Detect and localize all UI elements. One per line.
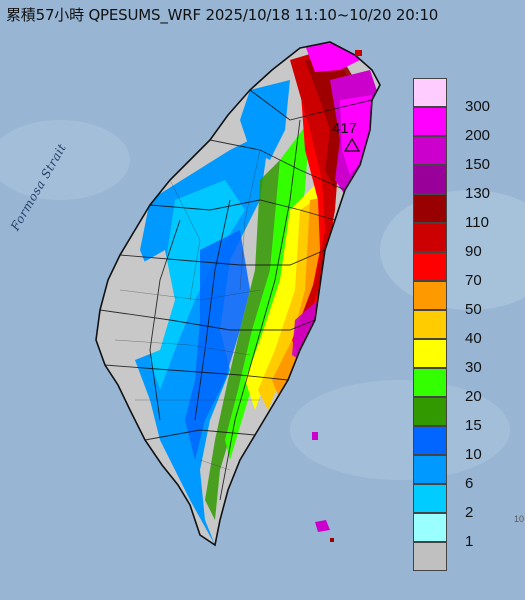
legend-swatch xyxy=(413,368,447,397)
county-line xyxy=(99,309,316,331)
legend-label: 50 xyxy=(465,301,482,318)
township-line xyxy=(119,289,261,301)
legend-swatch xyxy=(413,136,447,165)
legend-swatch xyxy=(413,223,447,252)
max-rainfall-marker-icon xyxy=(343,137,361,152)
cloud-patch xyxy=(290,380,510,480)
cloud-patch xyxy=(0,120,130,200)
legend-swatch xyxy=(413,281,447,310)
legend-label: 6 xyxy=(465,475,474,492)
county-line xyxy=(149,219,181,421)
orchid-island xyxy=(315,520,330,532)
county-line xyxy=(149,199,336,221)
legend-label: 130 xyxy=(465,185,491,202)
legend-label: 40 xyxy=(465,330,482,347)
rain-zone-10 xyxy=(185,230,250,460)
legend-label: 200 xyxy=(465,127,491,144)
township-boundaries xyxy=(114,149,261,471)
offshore-islet xyxy=(355,50,362,56)
legend-label: 10 xyxy=(465,446,482,463)
county-line xyxy=(119,249,326,266)
township-line xyxy=(199,459,231,471)
township-line xyxy=(169,179,201,301)
legend-swatch xyxy=(413,542,447,571)
township-line xyxy=(239,149,261,291)
legend-swatch xyxy=(413,397,447,426)
island-outline xyxy=(95,41,381,547)
rain-zone-6-north xyxy=(240,80,290,160)
land-dry-west xyxy=(110,250,175,360)
county-line xyxy=(194,199,231,421)
green-island xyxy=(312,432,318,440)
legend-swatch xyxy=(413,107,447,136)
county-line xyxy=(249,89,373,121)
legend-swatch xyxy=(413,513,447,542)
rain-zone-50 xyxy=(272,195,335,395)
county-line xyxy=(104,364,289,381)
county-boundaries xyxy=(99,89,373,501)
legend-swatch xyxy=(413,194,447,223)
legend-swatch xyxy=(413,310,447,339)
legend-swatch xyxy=(413,339,447,368)
legend-swatch xyxy=(413,78,447,107)
legend-label: 90 xyxy=(465,243,482,260)
edge-label: 10 xyxy=(514,514,525,524)
legend-label: 1 xyxy=(465,533,474,550)
legend-label: 150 xyxy=(465,156,491,173)
county-line xyxy=(144,429,256,441)
township-line xyxy=(114,339,251,356)
legend-label: 15 xyxy=(465,417,482,434)
legend-swatch xyxy=(413,455,447,484)
legend-label: 110 xyxy=(465,214,489,231)
map-title: 累積57小時 QPESUMS_WRF 2025/10/18 11:10~10/2… xyxy=(6,6,439,24)
legend-label: 2 xyxy=(465,504,474,521)
max-rainfall-value: 417 xyxy=(332,120,358,137)
legend-label: 20 xyxy=(465,388,482,405)
rain-zone-150-east xyxy=(292,300,318,360)
rain-zone-2 xyxy=(150,180,245,390)
legend-label: 70 xyxy=(465,272,482,289)
legend-swatch xyxy=(413,165,447,194)
legend-label: 30 xyxy=(465,359,482,376)
county-line xyxy=(219,119,301,501)
legend-label: 300 xyxy=(465,98,491,115)
small-islet xyxy=(330,538,334,542)
legend-swatch xyxy=(413,252,447,281)
legend-swatch xyxy=(413,484,447,513)
legend-swatch xyxy=(413,426,447,455)
rain-zone-200 xyxy=(340,95,372,175)
county-line xyxy=(209,139,346,191)
